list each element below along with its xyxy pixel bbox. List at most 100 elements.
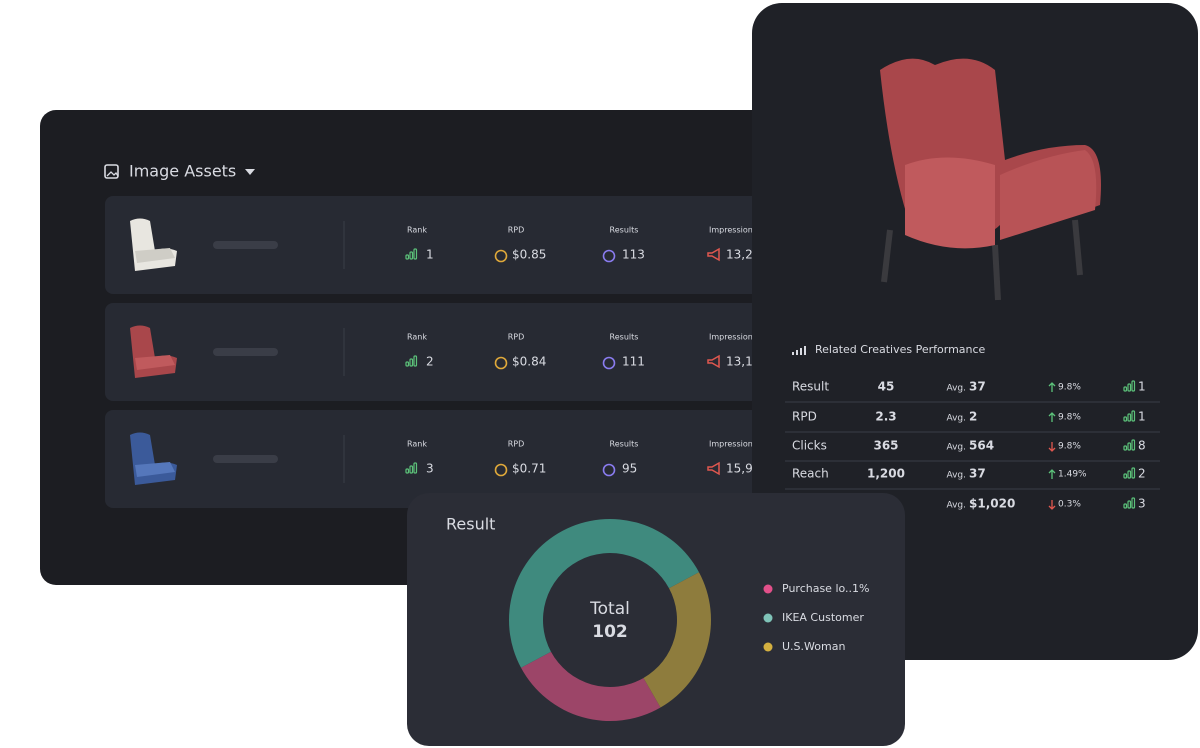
column-label: Rank: [407, 333, 427, 342]
legend-label: IKEA Customer: [782, 611, 864, 624]
change-value: 9.8%: [1058, 442, 1081, 452]
bars-icon: [405, 254, 410, 260]
donut-segment: [509, 519, 699, 668]
asset-row: Rank 3 RPD $0.71 Results 95 Impressions 15,95: [105, 410, 765, 508]
change-arrow: [1048, 469, 1056, 479]
dropdown-arrow[interactable]: [245, 169, 255, 175]
avg-label: Avg.: [946, 443, 966, 453]
bars-icon: [1127, 470, 1132, 479]
result-panel: Result Total 102 Purchase lo..1% IKEA Custo…: [407, 493, 905, 746]
creative-row: RPD 2.3 Avg. 2 9.8% 1: [785, 410, 1160, 433]
column-value: 13,19: [726, 355, 760, 369]
name-placeholder: [213, 348, 278, 356]
column-value: $0.71: [512, 462, 546, 476]
image-icon-mount: [106, 171, 119, 177]
chair-seat: [135, 248, 175, 263]
avg-value: $1,020: [969, 497, 1015, 511]
bars-icon: [1123, 473, 1128, 479]
avg-label: Avg.: [946, 501, 966, 511]
column-value: 111: [622, 355, 645, 369]
panel-title: Image Assets: [129, 162, 236, 181]
section-title: Related Creatives Performance: [815, 343, 986, 356]
column-value: 3: [426, 462, 434, 476]
rank-value: 3: [1138, 497, 1146, 511]
column-value: 1: [426, 248, 434, 262]
row-bg: [105, 410, 765, 508]
avg-value: 37: [969, 380, 986, 394]
bars-icon: [1127, 413, 1132, 422]
row-bg: [105, 196, 765, 294]
metric-label: Result: [792, 380, 829, 394]
column-label: Results: [610, 440, 639, 449]
column-value: 95: [622, 462, 637, 476]
column-label: Rank: [407, 226, 427, 235]
legend-label: U.S.Woman: [782, 640, 845, 653]
column-value: $0.85: [512, 248, 546, 262]
column-value: 2: [426, 355, 434, 369]
avg-value: 2: [969, 410, 977, 424]
metric-label: Clicks: [792, 439, 827, 453]
coin-icon: [494, 249, 508, 263]
chair-arm: [1000, 150, 1097, 240]
bars-icon: [1127, 500, 1132, 509]
rank-value: 1: [1138, 380, 1146, 394]
metric-label: Reach: [792, 467, 829, 481]
image-assets-panel: Image Assets Rank 1 RPD $0.85 Results 113 Impr…: [40, 110, 780, 585]
bars-icon: [413, 462, 418, 474]
bars-icon: [1131, 439, 1136, 451]
metric-value: 45: [878, 380, 895, 394]
bars-icon: [413, 248, 418, 260]
change-arrow: [1048, 442, 1056, 452]
column-label: Impressions: [709, 226, 757, 235]
legend-swatch: [763, 584, 773, 594]
avg-value: 37: [969, 467, 986, 481]
donut-segment: [521, 651, 661, 721]
bars-icon: [409, 465, 414, 474]
rank-value: 8: [1138, 439, 1146, 453]
rank-value: 2: [1138, 467, 1146, 481]
bars-icon: [1127, 383, 1132, 392]
change-arrow: [1048, 382, 1056, 392]
metric-value: 365: [873, 439, 898, 453]
legend-label: Purchase lo..1%: [782, 582, 869, 595]
column-label: RPD: [508, 226, 525, 235]
asset-row: Rank 1 RPD $0.85 Results 113 Impressions 13,20: [105, 196, 765, 294]
column-value: 13,20: [726, 248, 760, 262]
rank-value: 1: [1138, 410, 1146, 424]
megaphone-icon: [707, 461, 720, 476]
chart-title: Result: [446, 515, 495, 534]
bars-icon: [409, 358, 414, 367]
chat-icon: [602, 356, 616, 370]
metric-value: 2.3: [875, 410, 896, 424]
bars-icon: [1131, 410, 1136, 422]
big-chair: [880, 58, 1101, 301]
megaphone-icon: [707, 354, 720, 369]
bars-icon: [413, 355, 418, 367]
chair-seat: [135, 462, 175, 477]
creative-row: Avg. $1,020 0.3% 3: [946, 497, 1145, 511]
bars-icon: [405, 361, 410, 367]
creative-row: Reach 1,200 Avg. 37 1.49% 2: [785, 467, 1160, 490]
column-label: RPD: [508, 333, 525, 342]
change-value: 9.8%: [1058, 383, 1081, 393]
legend-swatch: [763, 642, 773, 652]
chat-icon: [602, 463, 616, 477]
bars-icon: [405, 468, 410, 474]
change-value: 9.8%: [1058, 413, 1081, 423]
metric-label: RPD: [792, 410, 817, 424]
row-bg: [105, 303, 765, 401]
column-label: RPD: [508, 440, 525, 449]
chair-leg: [881, 229, 893, 283]
image-icon: [104, 164, 119, 179]
column-label: Impressions: [709, 333, 757, 342]
column-label: Rank: [407, 440, 427, 449]
donut-segment: [643, 572, 712, 708]
bars-icon: [409, 251, 414, 260]
column-value: 113: [622, 248, 645, 262]
chart-icon: [792, 346, 806, 355]
coin-icon: [494, 463, 508, 477]
bars-icon: [1131, 467, 1136, 479]
column-value: $0.84: [512, 355, 546, 369]
avg-label: Avg.: [946, 414, 966, 424]
